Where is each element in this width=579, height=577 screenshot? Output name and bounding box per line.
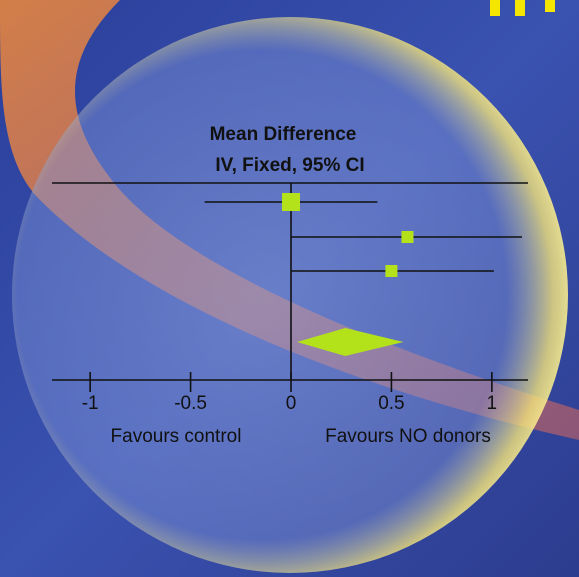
chart-title: Mean Difference [210,124,357,145]
x-tick-label: -1 [82,393,99,414]
summary-diamond [297,328,404,356]
estimate-square [401,231,414,243]
x-right-label: Favours NO donors [325,426,491,447]
chart-subtitle: IV, Fixed, 95% CI [215,155,364,176]
x-left-label: Favours control [111,426,242,447]
estimate-square [282,193,301,211]
x-tick-label: 1 [487,393,498,414]
x-tick-label: -0.5 [174,393,207,414]
estimate-square [385,265,398,277]
x-tick-label: 0.5 [378,393,404,414]
x-tick-label: 0 [286,393,297,414]
